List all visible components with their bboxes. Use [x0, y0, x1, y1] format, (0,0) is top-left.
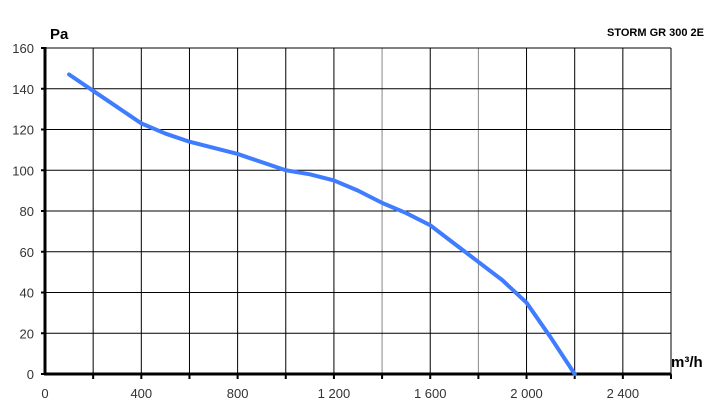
y-axis-label: Pa [50, 26, 69, 43]
x-tick-label: 0 [41, 386, 48, 401]
x-tick-label: 800 [227, 386, 249, 401]
y-tick-label: 80 [20, 204, 34, 219]
y-tick-label: 160 [12, 41, 34, 56]
x-tick-label: 2 000 [510, 386, 543, 401]
x-tick-label: 1 600 [414, 386, 447, 401]
grid [45, 47, 672, 374]
chart-title: STORM GR 300 2E [607, 27, 704, 39]
x-axis-label: m³/h [671, 354, 703, 371]
axes [41, 47, 672, 379]
y-tick-label: 60 [20, 245, 34, 260]
y-tick-label: 0 [27, 367, 34, 382]
x-tick-labels: 0 400 800 1 200 1 600 2 000 2 400 [41, 386, 639, 401]
y-tick-label: 120 [12, 123, 34, 138]
series-line [67, 72, 577, 376]
y-tick-label: 140 [12, 82, 34, 97]
y-tick-label: 100 [12, 163, 34, 178]
y-tick-labels: 0 20 40 60 80 100 120 140 160 [12, 41, 34, 382]
series [67, 72, 577, 376]
y-tick-label: 40 [20, 286, 34, 301]
x-tick-label: 400 [130, 386, 152, 401]
y-tick-label: 20 [20, 326, 34, 341]
x-tick-label: 2 400 [607, 386, 640, 401]
x-tick-label: 1 200 [318, 386, 351, 401]
